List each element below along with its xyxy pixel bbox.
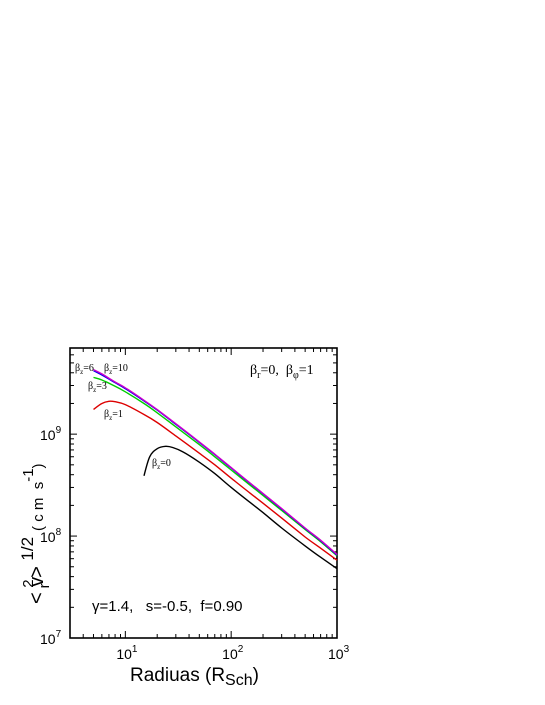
plot-frame xyxy=(69,347,338,639)
series-line-0 xyxy=(143,445,338,570)
x-tick-label-2: 103 xyxy=(328,644,350,662)
series-label-bz10: βz=10 xyxy=(104,363,128,376)
axis-ticks xyxy=(69,347,338,639)
series-line-1 xyxy=(93,400,338,561)
series-labels: βz=0 βz=1 βz=3 βz=6 βz=10 xyxy=(75,363,171,471)
x-axis-label: Radiuas (RSch) xyxy=(130,665,259,689)
series-label-bz0: βz=0 xyxy=(152,458,171,471)
series-line-2 xyxy=(93,376,338,557)
series-line-3 xyxy=(93,369,338,556)
series-label-bz3: βz=3 xyxy=(88,381,107,394)
annotation-beta: βr=0, βφ=1 xyxy=(250,363,314,381)
series-lines xyxy=(93,368,338,570)
y-axis-label: < v2r > 1/2( c m s-1) xyxy=(18,463,53,604)
series-label-bz1: βz=1 xyxy=(104,409,123,422)
y-tick-label-1: 108 xyxy=(40,527,62,545)
annotation-params: γ=1.4, s=-0.5, f=0.90 xyxy=(92,598,243,615)
x-tick-label-1: 102 xyxy=(222,644,244,662)
tick-labels: 101 102 103 107 108 109 xyxy=(40,425,350,662)
y-tick-label-0: 107 xyxy=(40,629,62,647)
series-label-bz6: βz=6 xyxy=(75,363,94,376)
y-tick-label-2: 109 xyxy=(40,425,62,443)
x-tick-label-0: 101 xyxy=(116,644,138,662)
series-line-4 xyxy=(93,368,338,556)
